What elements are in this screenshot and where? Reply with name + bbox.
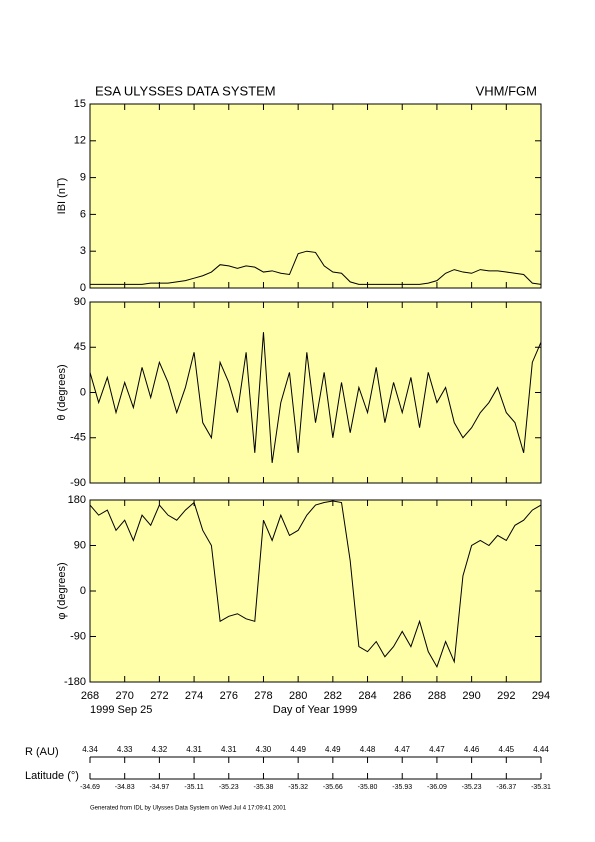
plot-area bbox=[89, 499, 542, 683]
x-tick-label: 274 bbox=[185, 690, 203, 702]
r-value: 4.49 bbox=[290, 745, 306, 754]
data-line bbox=[89, 500, 542, 669]
r-value: 4.33 bbox=[117, 745, 133, 754]
r-value: 4.49 bbox=[325, 745, 341, 754]
x-tick-label: 276 bbox=[220, 690, 238, 702]
x-tick-label: 280 bbox=[289, 690, 307, 702]
r-value: 4.45 bbox=[499, 745, 515, 754]
x-axis-label: Day of Year 1999 bbox=[273, 704, 357, 716]
instrument: VHM/FGM bbox=[476, 83, 537, 98]
latitude-value: -35.66 bbox=[323, 784, 343, 791]
latitude-value: -36.09 bbox=[427, 784, 447, 791]
x-tick-label: 284 bbox=[358, 690, 376, 702]
r-value: 4.47 bbox=[429, 745, 445, 754]
r-label: R (AU) bbox=[25, 746, 59, 758]
r-value: 4.34 bbox=[82, 745, 98, 754]
x-tick-label: 270 bbox=[116, 690, 134, 702]
r-value: 4.44 bbox=[533, 745, 549, 754]
r-value: 4.47 bbox=[394, 745, 410, 754]
latitude-value: -34.97 bbox=[149, 784, 169, 791]
y-tick-label: -90 bbox=[70, 477, 86, 489]
y-tick-label: 0 bbox=[80, 585, 86, 597]
y-tick-label: 90 bbox=[74, 539, 86, 551]
y-axis-label: IBI (nT) bbox=[56, 178, 68, 215]
x-tick-label: 278 bbox=[254, 690, 272, 702]
latitude-value: -35.38 bbox=[254, 784, 274, 791]
latitude-value: -35.31 bbox=[531, 784, 551, 791]
latitude-value: -35.93 bbox=[392, 784, 412, 791]
x-tick-label: 268 bbox=[81, 690, 99, 702]
y-axis-label: θ (degrees) bbox=[56, 364, 68, 420]
footer: Generated from IDL by Ulysses Data Syste… bbox=[90, 806, 287, 812]
y-tick-label: 3 bbox=[80, 245, 86, 257]
y-tick-label: 45 bbox=[74, 341, 86, 353]
y-tick-label: -90 bbox=[70, 630, 86, 642]
latitude-value: -34.83 bbox=[115, 784, 135, 791]
latitude-value: -35.23 bbox=[219, 784, 239, 791]
r-value: 4.31 bbox=[186, 745, 202, 754]
y-tick-label: 6 bbox=[80, 208, 86, 220]
latitude-value: -35.80 bbox=[358, 784, 378, 791]
title: ESA ULYSSES DATA SYSTEM bbox=[95, 83, 276, 98]
latitude-label: Latitude (°) bbox=[25, 770, 79, 782]
latitude-value: -34.69 bbox=[80, 784, 100, 791]
y-axis-label: φ (degrees) bbox=[56, 562, 68, 619]
x-tick-label: 272 bbox=[150, 690, 168, 702]
data-line bbox=[90, 250, 542, 285]
data-line bbox=[89, 332, 542, 463]
y-tick-label: 0 bbox=[80, 386, 86, 398]
date-label: 1999 Sep 25 bbox=[90, 704, 152, 716]
r-value: 4.31 bbox=[221, 745, 237, 754]
x-tick-label: 286 bbox=[393, 690, 411, 702]
r-value: 4.48 bbox=[360, 745, 376, 754]
r-value: 4.46 bbox=[464, 745, 480, 754]
y-tick-label: 0 bbox=[80, 282, 86, 294]
plot-area bbox=[89, 301, 542, 484]
latitude-value: -35.23 bbox=[462, 784, 482, 791]
r-value: 4.30 bbox=[256, 745, 272, 754]
x-tick-label: 292 bbox=[497, 690, 515, 702]
y-tick-label: 90 bbox=[74, 296, 86, 308]
y-tick-label: -180 bbox=[64, 676, 86, 688]
latitude-value: -35.11 bbox=[184, 784, 203, 791]
y-tick-label: 15 bbox=[74, 98, 86, 110]
y-tick-label: -45 bbox=[70, 432, 86, 444]
x-tick-label: 294 bbox=[532, 690, 550, 702]
r-value: 4.32 bbox=[152, 745, 168, 754]
latitude-value: -35.32 bbox=[288, 784, 308, 791]
latitude-value: -36.37 bbox=[496, 784, 516, 791]
x-tick-label: 290 bbox=[462, 690, 480, 702]
y-tick-label: 9 bbox=[80, 172, 86, 184]
x-tick-label: 288 bbox=[428, 690, 446, 702]
y-tick-label: 180 bbox=[68, 494, 86, 506]
plot-area bbox=[89, 103, 542, 289]
y-tick-label: 12 bbox=[74, 135, 86, 147]
x-tick-label: 282 bbox=[324, 690, 342, 702]
